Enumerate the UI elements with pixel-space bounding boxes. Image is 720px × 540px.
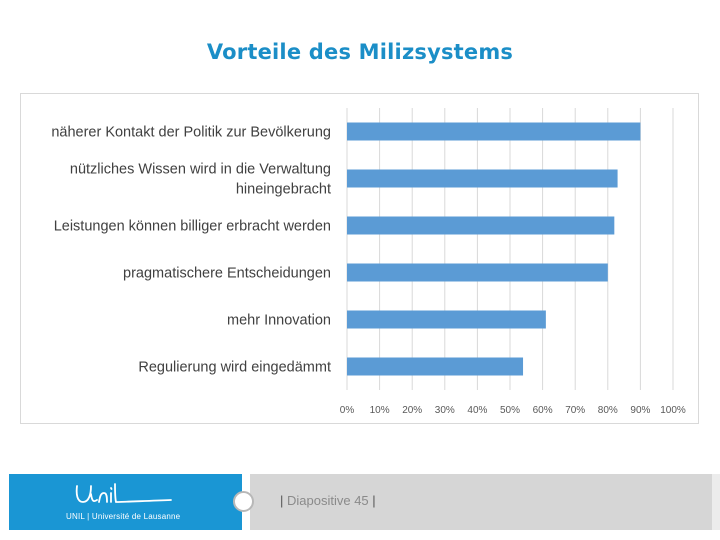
tick-label: 30% [435, 405, 455, 416]
tick-label: 10% [370, 405, 390, 416]
tick-label: 50% [500, 405, 520, 416]
slide-title: Vorteile des Milizsystems [206, 40, 514, 64]
unil-logo[interactable]: UNIL | Université de Lausanne [9, 474, 242, 530]
tick-label: 100% [660, 405, 686, 416]
bar [347, 357, 524, 376]
footer-band [250, 474, 720, 530]
tick-label: 80% [598, 405, 618, 416]
tick-label: 60% [533, 405, 553, 416]
unil-logo-text: UNIL | Université de Lausanne [66, 512, 181, 521]
slide-number: | Diapositive 45 | [280, 493, 376, 508]
category-label: hineingebracht [236, 182, 331, 198]
chart-frame: näherer Kontakt der Politik zur Bevölker… [20, 93, 699, 424]
tick-label: 20% [402, 405, 422, 416]
bar [347, 310, 546, 329]
unil-script-logo [75, 483, 172, 503]
category-label: pragmatischere Entscheidungen [123, 266, 331, 282]
footer-edge [712, 474, 720, 530]
bar [347, 122, 641, 141]
tick-label: 90% [630, 405, 650, 416]
footer-dot [233, 491, 254, 512]
bar-chart: näherer Kontakt der Politik zur Bevölker… [51, 108, 686, 416]
tick-label: 0% [340, 405, 355, 416]
bar [347, 216, 615, 235]
slide-number-text: Diapositive 45 [287, 493, 369, 508]
category-label: näherer Kontakt der Politik zur Bevölker… [51, 125, 331, 141]
bar [347, 263, 608, 282]
category-label: nützliches Wissen wird in die Verwaltung [70, 162, 331, 178]
category-label: Regulierung wird eingedämmt [138, 360, 331, 376]
category-label: Leistungen können billiger erbracht werd… [54, 219, 331, 235]
tick-label: 40% [467, 405, 487, 416]
category-label: mehr Innovation [227, 313, 331, 329]
tick-label: 70% [565, 405, 585, 416]
bar [347, 169, 618, 188]
